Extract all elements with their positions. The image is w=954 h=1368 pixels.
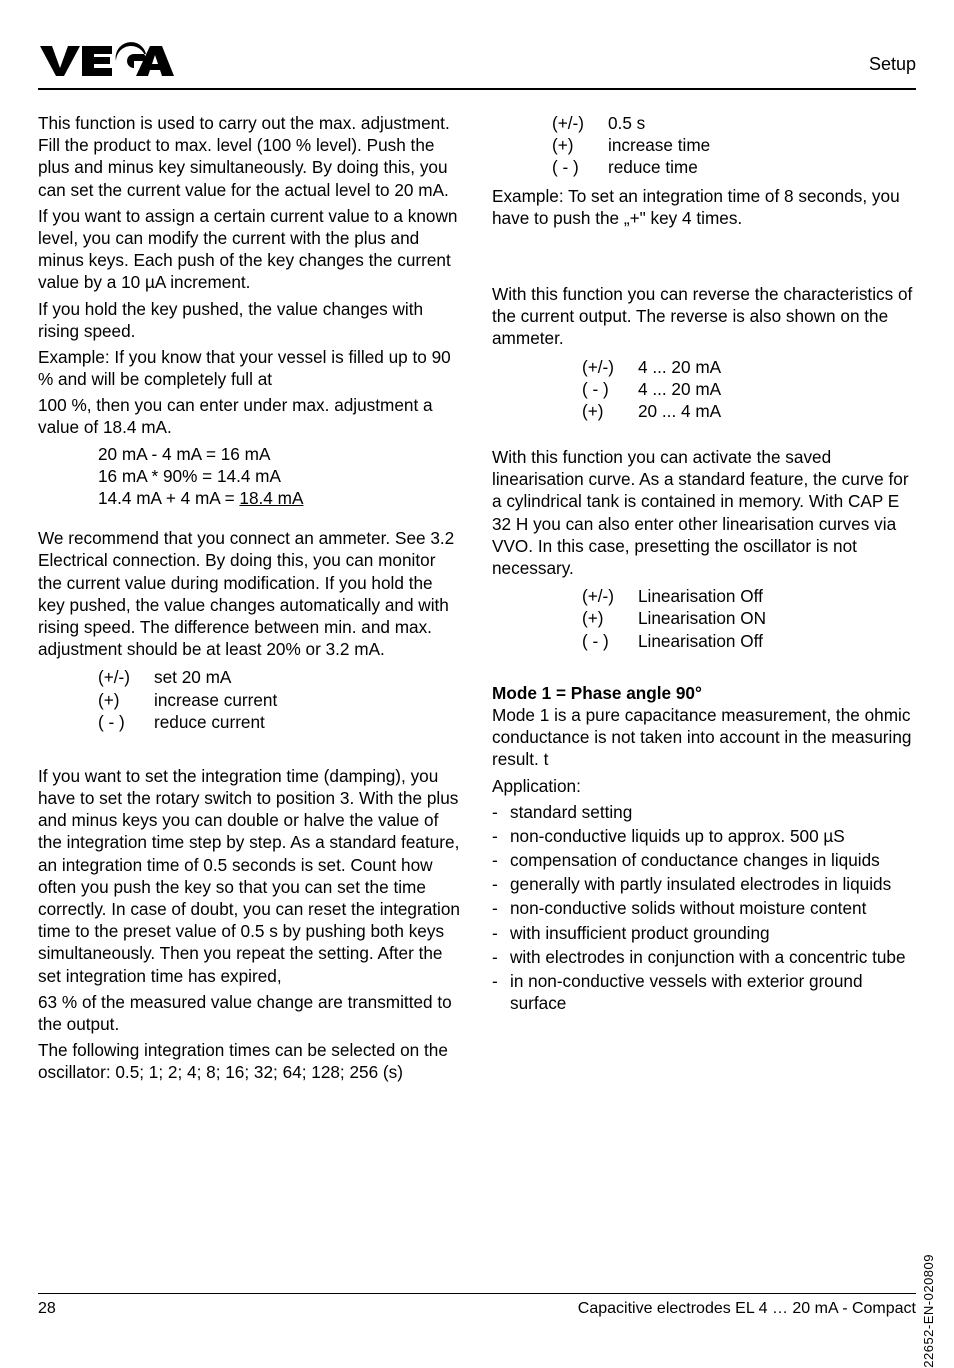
calc-line: 14.4 mA + 4 mA = 18.4 mA — [98, 487, 462, 509]
spacer — [492, 658, 916, 682]
spacer — [38, 739, 462, 765]
table-row: ( - )Linearisation Off — [582, 630, 916, 652]
body-text: With this function you can reverse the c… — [492, 283, 916, 350]
table-row: ( - )reduce current — [98, 711, 462, 733]
left-column: This function is used to carry out the m… — [38, 112, 462, 1264]
key-table: (+/-)4 ... 20 mA ( - )4 ... 20 mA (+)20 … — [582, 356, 916, 423]
spacer — [492, 428, 916, 446]
key-symbol: ( - ) — [582, 630, 638, 652]
body-text: If you want to assign a certain current … — [38, 205, 462, 294]
key-action: 4 ... 20 mA — [638, 378, 916, 400]
calc-result: 18.4 mA — [239, 488, 303, 508]
brand-logo — [38, 42, 178, 88]
content-columns: This function is used to carry out the m… — [38, 112, 916, 1264]
body-text: The following integration times can be s… — [38, 1039, 462, 1083]
body-text: 63 % of the measured value change are tr… — [38, 991, 462, 1035]
key-action: set 20 mA — [154, 666, 462, 688]
key-table: (+/-)0.5 s (+)increase time ( - )reduce … — [552, 112, 916, 179]
body-text: Example: To set an integration time of 8… — [492, 185, 916, 229]
page-number: 28 — [38, 1300, 56, 1318]
body-text: 100 %, then you can enter under max. adj… — [38, 394, 462, 438]
key-action: reduce time — [608, 156, 916, 178]
key-table: (+/-)set 20 mA (+)increase current ( - )… — [98, 666, 462, 733]
calc-line: 16 mA * 90% = 14.4 mA — [98, 465, 462, 487]
document-id: 22652-EN-020809 — [921, 1254, 936, 1368]
body-text: Example: If you know that your vessel is… — [38, 346, 462, 390]
vega-logo-icon — [38, 42, 178, 80]
table-row: (+)increase time — [552, 134, 916, 156]
table-row: (+/-)0.5 s — [552, 112, 916, 134]
key-action: Linearisation Off — [638, 630, 916, 652]
table-row: (+)Linearisation ON — [582, 607, 916, 629]
key-symbol: (+) — [552, 134, 608, 156]
application-list: standard setting non-conductive liquids … — [492, 801, 916, 1015]
page-footer: 28 Capacitive electrodes EL 4 … 20 mA - … — [38, 1293, 916, 1318]
table-row: (+)increase current — [98, 689, 462, 711]
list-item: non-conductive solids without moisture c… — [492, 897, 916, 919]
key-action: reduce current — [154, 711, 462, 733]
key-symbol: ( - ) — [582, 378, 638, 400]
table-row: (+/-)Linearisation Off — [582, 585, 916, 607]
page-header: Setup — [38, 48, 916, 90]
body-text: If you want to set the integration time … — [38, 765, 462, 987]
key-symbol: (+/-) — [582, 356, 638, 378]
key-action: Linearisation Off — [638, 585, 916, 607]
list-item: non-conductive liquids up to approx. 500… — [492, 825, 916, 847]
list-item: generally with partly insulated electrod… — [492, 873, 916, 895]
key-action: 0.5 s — [608, 112, 916, 134]
key-symbol: ( - ) — [98, 711, 154, 733]
table-row: (+/-)set 20 mA — [98, 666, 462, 688]
section-title: Setup — [869, 54, 916, 75]
key-action: increase time — [608, 134, 916, 156]
list-item: with electrodes in conjunction with a co… — [492, 946, 916, 968]
right-column: (+/-)0.5 s (+)increase time ( - )reduce … — [492, 112, 916, 1264]
body-text: With this function you can activate the … — [492, 446, 916, 579]
key-symbol: (+/-) — [552, 112, 608, 134]
key-symbol: (+) — [582, 400, 638, 422]
list-item: compensation of conductance changes in l… — [492, 849, 916, 871]
calc-line: 20 mA - 4 mA = 16 mA — [98, 443, 462, 465]
key-action: Linearisation ON — [638, 607, 916, 629]
calc-text: 14.4 mA + 4 mA = — [98, 488, 239, 508]
key-symbol: ( - ) — [552, 156, 608, 178]
list-item: with insufficient product grounding — [492, 922, 916, 944]
key-action: 20 ... 4 mA — [638, 400, 916, 422]
key-table: (+/-)Linearisation Off (+)Linearisation … — [582, 585, 916, 652]
mode-heading: Mode 1 = Phase angle 90° — [492, 682, 916, 704]
table-row: (+/-)4 ... 20 mA — [582, 356, 916, 378]
list-item: standard setting — [492, 801, 916, 823]
key-symbol: (+) — [582, 607, 638, 629]
body-text: Mode 1 is a pure capacitance measurement… — [492, 704, 916, 771]
key-symbol: (+/-) — [582, 585, 638, 607]
key-symbol: (+) — [98, 689, 154, 711]
footer-title: Capacitive electrodes EL 4 … 20 mA - Com… — [578, 1300, 916, 1318]
table-row: (+)20 ... 4 mA — [582, 400, 916, 422]
list-item: in non-conductive vessels with exterior … — [492, 970, 916, 1014]
table-row: ( - )reduce time — [552, 156, 916, 178]
key-action: 4 ... 20 mA — [638, 356, 916, 378]
table-row: ( - )4 ... 20 mA — [582, 378, 916, 400]
body-text: If you hold the key pushed, the value ch… — [38, 298, 462, 342]
body-text: Application: — [492, 775, 916, 797]
body-text: This function is used to carry out the m… — [38, 112, 462, 201]
key-action: increase current — [154, 689, 462, 711]
key-symbol: (+/-) — [98, 666, 154, 688]
body-text: We recommend that you connect an ammeter… — [38, 527, 462, 660]
spacer — [492, 257, 916, 283]
